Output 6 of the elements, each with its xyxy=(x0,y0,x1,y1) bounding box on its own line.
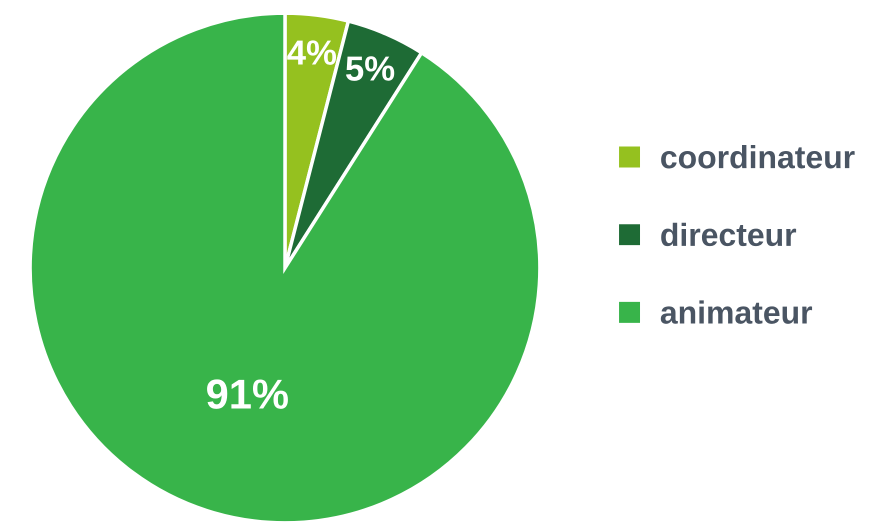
legend-label: directeur xyxy=(661,222,796,246)
data-label: 91% xyxy=(207,379,288,409)
legend-label: animateur xyxy=(660,300,812,324)
legend-label: coordinateur xyxy=(661,145,855,168)
data-label: 5% xyxy=(346,56,394,81)
data-label: 4% xyxy=(287,40,336,65)
